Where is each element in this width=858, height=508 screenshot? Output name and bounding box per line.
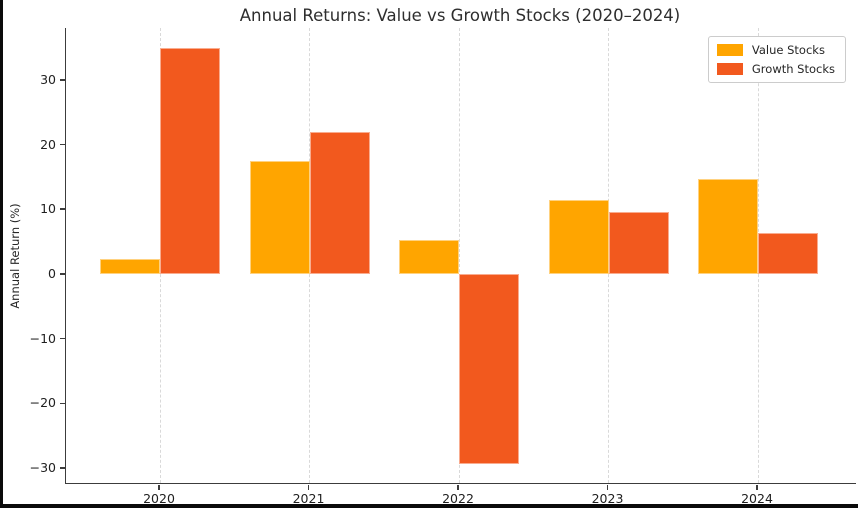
xtick-mark-2020 [158, 484, 160, 490]
bar-value-stocks-2020 [100, 259, 160, 274]
xtick-label-2024: 2024 [741, 491, 773, 506]
bar-growth-stocks-2024 [758, 233, 818, 274]
ytick-label-0: 0 [48, 265, 56, 281]
bar-growth-stocks-2021 [309, 131, 370, 274]
xtick-mark-2023 [606, 484, 609, 490]
ytick-mark-10 [60, 208, 65, 210]
ytick-mark-20 [60, 143, 65, 146]
bar-value-stocks-2023 [548, 200, 609, 274]
ytick-label-30: 30 [40, 71, 56, 87]
bar-value-stocks-2024 [698, 178, 758, 274]
legend-label-value-stocks: Value Stocks [751, 43, 825, 57]
legend-label-growth-stocks: Growth Stocks [751, 62, 835, 76]
bar-growth-stocks-2020 [160, 48, 220, 274]
legend: Value Stocks Growth Stocks [707, 36, 846, 83]
ytick-label-20: 20 [40, 136, 56, 152]
ytick-mark--30 [60, 467, 65, 469]
xtick-label-2023: 2023 [591, 491, 624, 506]
y-axis-label: Annual Return (%) [8, 203, 22, 309]
xtick-label-2020: 2020 [143, 491, 175, 506]
xtick-mark-2021 [307, 484, 310, 490]
legend-item-value-stocks: Value Stocks [716, 43, 835, 57]
ytick-label-10: 10 [40, 201, 56, 217]
bar-value-stocks-2021 [249, 160, 310, 274]
gridline-2022 [458, 28, 460, 483]
ytick-label--20: −20 [29, 395, 56, 411]
window-border-left [0, 0, 3, 508]
ytick-mark--10 [60, 337, 65, 340]
chart-title: Annual Returns: Value vs Growth Stocks (… [239, 6, 681, 25]
bar-growth-stocks-2023 [608, 211, 669, 274]
ytick-mark-0 [60, 273, 65, 275]
xtick-label-2022: 2022 [442, 491, 474, 506]
xtick-label-2021: 2021 [292, 491, 325, 506]
ytick-label--10: −10 [29, 330, 56, 346]
xtick-mark-2024 [756, 484, 758, 490]
legend-swatch-growth-stocks [716, 63, 743, 75]
bar-growth-stocks-2022 [459, 273, 519, 465]
ytick-mark--20 [60, 402, 65, 405]
bar-value-stocks-2022 [399, 239, 459, 274]
window-border-bottom [0, 504, 858, 508]
legend-item-growth-stocks: Growth Stocks [716, 62, 835, 76]
legend-swatch-value-stocks [716, 44, 743, 56]
plot-area: Value Stocks Growth Stocks [65, 28, 856, 484]
ytick-label--30: −30 [29, 460, 56, 476]
ytick-mark-30 [60, 79, 65, 81]
xtick-mark-2022 [457, 484, 459, 490]
